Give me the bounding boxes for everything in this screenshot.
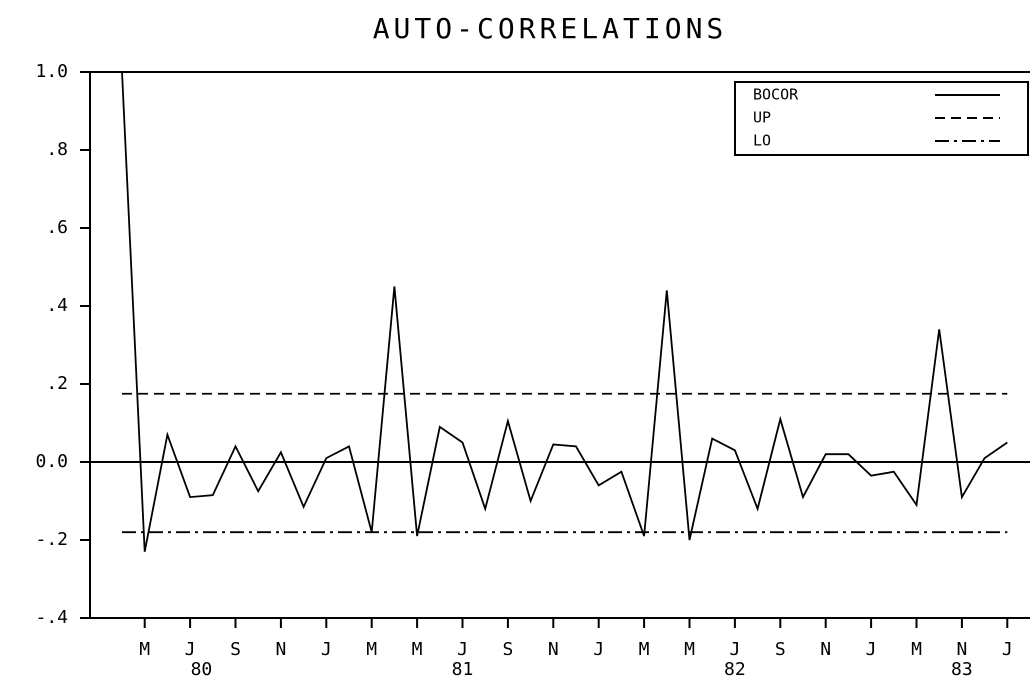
y-tick-label: -.4 <box>35 607 68 628</box>
x-tick-label: M <box>684 639 695 660</box>
series-line <box>121 71 1008 552</box>
y-tick-label: 1.0 <box>35 61 68 82</box>
x-tick-label: J <box>321 639 332 660</box>
x-tick-label: J <box>457 639 468 660</box>
legend-label: BOCOR <box>753 86 799 104</box>
y-tick-label: 0.0 <box>35 451 68 472</box>
y-tick-label: .2 <box>46 373 68 394</box>
x-tick-label: M <box>366 639 377 660</box>
y-tick-label: .6 <box>46 217 68 238</box>
year-label: 81 <box>452 659 474 680</box>
x-tick-label: M <box>412 639 423 660</box>
x-tick-label: M <box>639 639 650 660</box>
year-label: 80 <box>191 659 213 680</box>
chart-title: AUTO-CORRELATIONS <box>373 12 728 45</box>
legend-label: LO <box>753 132 771 150</box>
x-tick-label: J <box>185 639 196 660</box>
x-tick-label: J <box>866 639 877 660</box>
x-tick-label: M <box>139 639 150 660</box>
year-label: 82 <box>724 659 746 680</box>
x-tick-label: J <box>593 639 604 660</box>
x-tick-label: M <box>911 639 922 660</box>
x-tick-label: J <box>729 639 740 660</box>
x-tick-label: S <box>230 639 241 660</box>
y-tick-label: -.2 <box>35 529 68 550</box>
year-label: 83 <box>951 659 973 680</box>
y-tick-label: .4 <box>46 295 68 316</box>
x-tick-label: S <box>775 639 786 660</box>
x-tick-label: N <box>548 639 559 660</box>
x-tick-label: S <box>502 639 513 660</box>
x-tick-label: J <box>1002 639 1013 660</box>
x-tick-label: N <box>820 639 831 660</box>
x-tick-label: N <box>956 639 967 660</box>
x-tick-label: N <box>275 639 286 660</box>
legend-label: UP <box>753 109 771 127</box>
y-tick-label: .8 <box>46 139 68 160</box>
